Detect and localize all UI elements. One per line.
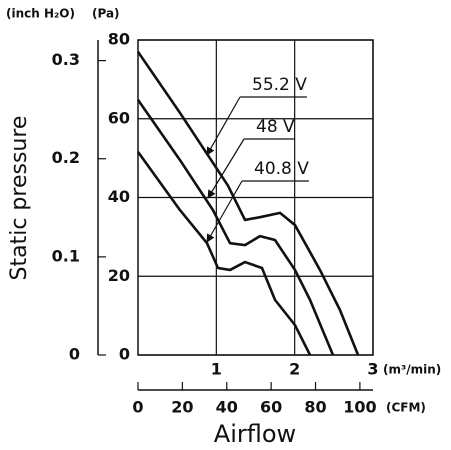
x-axis-title: Airflow — [214, 420, 296, 448]
x2-tick-label: 0 — [132, 398, 143, 417]
label-arrow — [206, 96, 241, 156]
fan-curve — [136, 51, 360, 356]
series-label: 40.8 V — [254, 159, 309, 179]
x2-tick-label: 100 — [343, 398, 376, 417]
y-tick-label: 40 — [108, 187, 130, 206]
x2-tick-label: 60 — [260, 398, 282, 417]
fan-curve — [136, 99, 335, 356]
y2-tick-label: 0.2 — [52, 148, 80, 167]
x-tick-label: 2 — [289, 360, 300, 379]
y2-tick-label: 0.3 — [52, 50, 80, 69]
series-label: 48 V — [256, 117, 295, 137]
x2-tick-label: 80 — [304, 398, 326, 417]
y2-tick-label: 0 — [69, 345, 80, 364]
x2-unit: (CFM) — [386, 401, 426, 415]
x2-tick-label: 40 — [216, 398, 238, 417]
x2-tick-label: 20 — [171, 398, 193, 417]
y2-tick-label: 0.1 — [52, 246, 80, 265]
series-label: 55.2 V — [252, 75, 307, 95]
x-tick-label: 3 — [367, 360, 378, 379]
x-unit: (m³/min) — [383, 363, 441, 377]
label-arrow — [206, 180, 243, 243]
y2-unit: (inch H₂O) — [6, 7, 75, 21]
y-tick-label: 60 — [108, 108, 130, 127]
y-tick-label: 20 — [108, 266, 130, 285]
y-axis-title: Static pressure — [7, 116, 32, 281]
x-tick-label: 1 — [211, 360, 222, 379]
label-arrow — [207, 138, 245, 199]
y-unit: (Pa) — [92, 7, 120, 21]
y-tick-label: 0 — [119, 345, 130, 364]
fan-curve — [136, 151, 312, 356]
y-tick-label: 80 — [108, 30, 130, 49]
